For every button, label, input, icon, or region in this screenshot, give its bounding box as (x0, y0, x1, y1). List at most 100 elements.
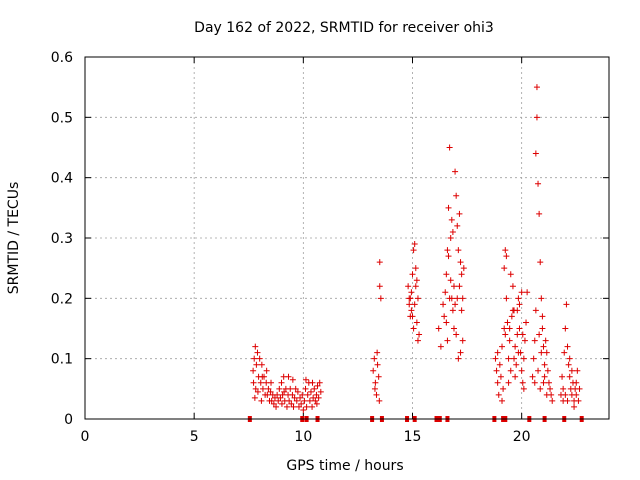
data-point (504, 319, 511, 326)
data-point (540, 343, 547, 350)
data-point (543, 391, 550, 398)
data-point (442, 289, 449, 296)
data-point (541, 373, 548, 380)
data-point (460, 265, 467, 272)
data-point (507, 367, 514, 374)
data-point (524, 289, 531, 296)
data-point (499, 397, 506, 404)
data-point (413, 277, 420, 284)
data-point (506, 337, 513, 344)
data-point (412, 265, 419, 272)
data-point (300, 406, 307, 413)
data-point (446, 295, 453, 302)
data-point (530, 355, 537, 362)
data-point (518, 367, 525, 374)
x-tick-label: 10 (294, 429, 312, 445)
data-point (252, 343, 259, 350)
data-point (251, 355, 258, 362)
data-point (566, 355, 573, 362)
data-point (450, 283, 457, 290)
data-point (537, 385, 544, 392)
data-point (497, 373, 504, 380)
data-point (495, 391, 502, 398)
data-point (441, 313, 448, 320)
data-point (458, 307, 465, 314)
data-point (437, 343, 444, 350)
x-tick-label: 20 (513, 429, 531, 445)
data-point (448, 216, 455, 223)
data-point (286, 397, 293, 404)
data-point (493, 367, 500, 374)
data-point (560, 385, 567, 392)
x-tick-label: 15 (404, 429, 422, 445)
data-point (447, 235, 454, 241)
data-point (408, 307, 415, 314)
data-point (511, 355, 518, 362)
data-point (539, 313, 546, 320)
data-point (494, 349, 501, 356)
data-point (539, 325, 546, 332)
data-point (416, 331, 423, 338)
data-point (459, 337, 466, 344)
data-point (250, 379, 257, 386)
data-point (289, 376, 296, 383)
data-point (454, 222, 461, 229)
plot-frame (84, 56, 610, 420)
data-point (452, 301, 459, 308)
data-point (279, 391, 286, 398)
data-point (457, 259, 464, 266)
data-point (500, 385, 507, 392)
data-point (562, 325, 569, 332)
data-points (247, 84, 584, 422)
data-point (575, 397, 582, 404)
data-point (447, 277, 454, 284)
data-point (519, 379, 526, 386)
y-axis: 0 0.1 0.2 0.3 0.4 0.5 0.6 (51, 50, 609, 428)
data-point (414, 295, 421, 302)
data-point (496, 361, 503, 368)
data-point (410, 325, 417, 332)
data-point (573, 379, 580, 386)
data-point (549, 397, 556, 404)
grid (85, 57, 609, 419)
data-point (499, 343, 506, 350)
data-point (303, 403, 310, 410)
data-point (445, 253, 452, 260)
data-point (283, 403, 290, 410)
y-tick-label: 0.5 (51, 110, 73, 126)
data-point (523, 319, 530, 326)
data-point (457, 349, 464, 356)
data-point (406, 295, 413, 302)
data-point (492, 355, 499, 362)
data-point (564, 343, 571, 350)
data-point (275, 397, 282, 404)
data-point (535, 180, 542, 187)
data-point (515, 349, 522, 356)
data-point (302, 376, 309, 383)
data-point (254, 388, 261, 395)
data-point (449, 307, 456, 314)
data-point (516, 301, 523, 308)
x-axis-label: GPS time / hours (286, 458, 403, 474)
data-point (519, 331, 526, 338)
data-point (514, 307, 521, 314)
data-point (376, 397, 383, 404)
data-point (533, 84, 540, 91)
data-point (538, 295, 545, 302)
data-point (440, 301, 447, 308)
data-point (536, 331, 543, 338)
data-point (449, 228, 456, 235)
data-point (315, 394, 322, 401)
data-point (309, 379, 316, 386)
x-tick-label: 5 (190, 429, 199, 445)
y-tick-label: 0.1 (51, 352, 73, 368)
data-point (537, 259, 544, 266)
data-point (414, 337, 421, 344)
data-point (409, 313, 416, 320)
data-point (287, 385, 294, 392)
y-tick-label: 0.3 (51, 231, 73, 247)
data-point (409, 271, 416, 278)
data-point (459, 295, 466, 302)
data-point (501, 325, 508, 332)
data-point (446, 144, 453, 151)
